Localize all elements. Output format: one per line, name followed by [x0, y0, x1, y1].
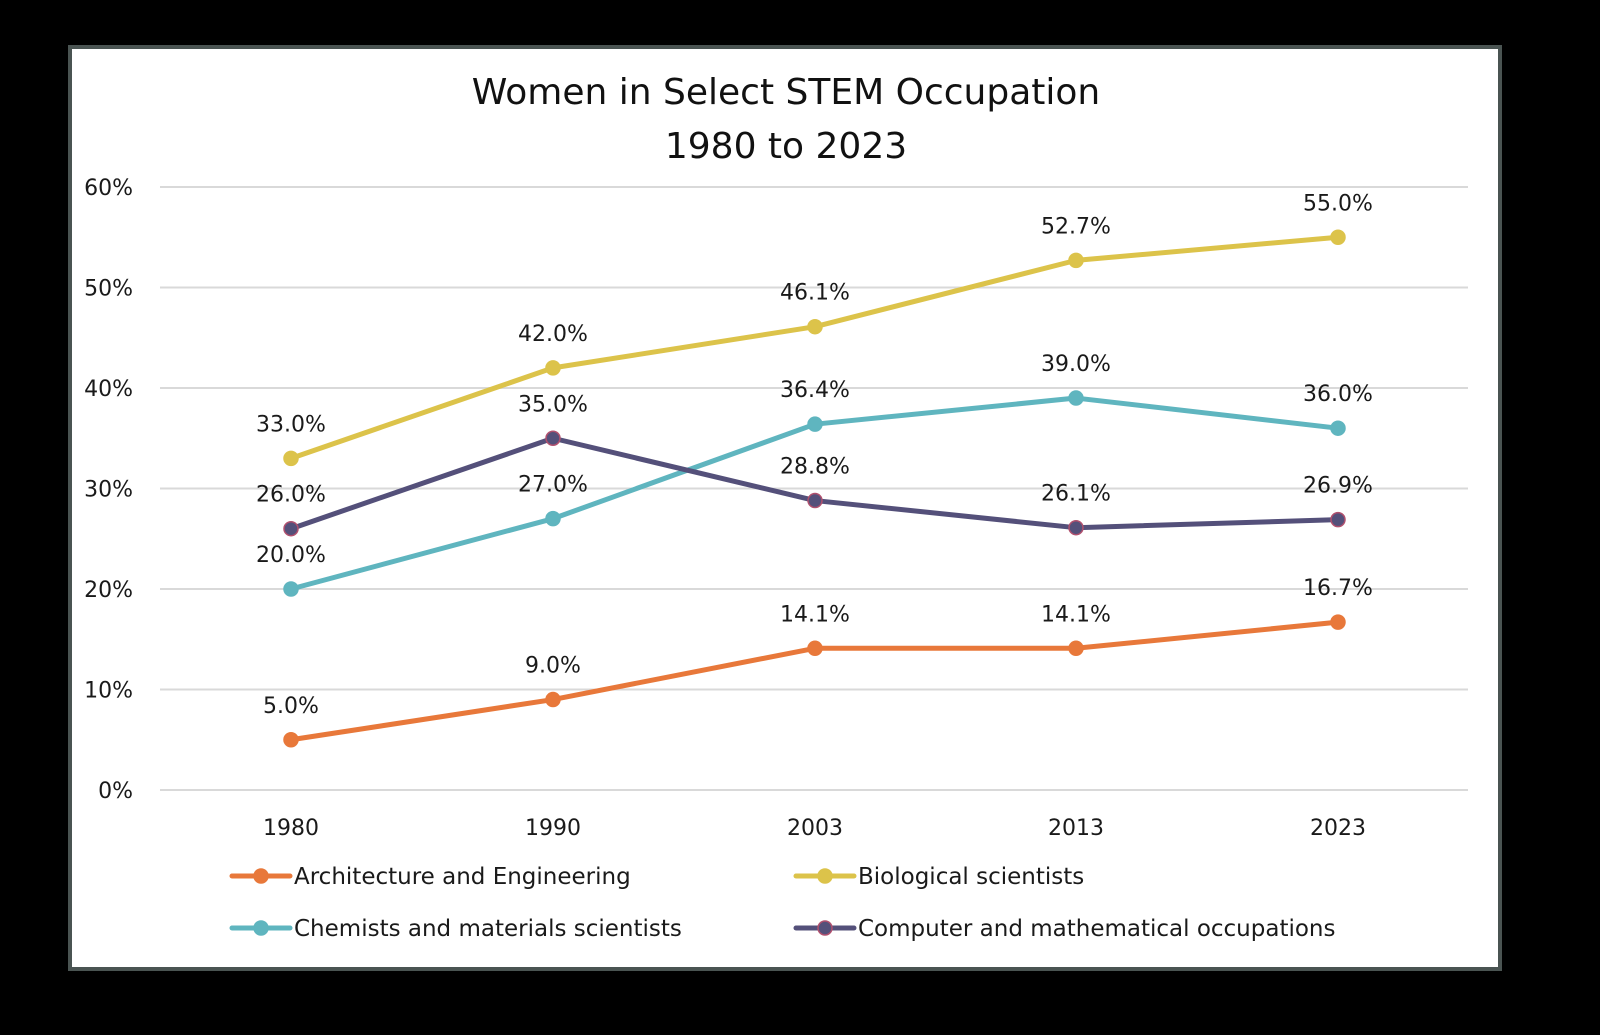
data-label: 39.0%: [1041, 352, 1111, 377]
data-label: 16.7%: [1303, 576, 1373, 601]
data-labels: 5.0% 9.0% 14.1% 14.1% 16.7% 33.0% 42.0% 46.1% 52…: [256, 191, 1373, 719]
x-axis-ticks: 1980 1990 2003 2013 2023: [263, 816, 1366, 841]
data-label: 26.9%: [1303, 474, 1373, 499]
chart-frame: [68, 45, 1502, 971]
data-label: 36.4%: [780, 378, 850, 403]
data-point: [1068, 390, 1084, 406]
legend: Architecture and Engineering Biological s…: [229, 864, 1336, 942]
data-point: [1068, 640, 1084, 657]
x-tick-label: 1980: [263, 816, 319, 841]
data-label: 35.0%: [518, 392, 588, 417]
data-label: 27.0%: [518, 473, 588, 498]
legend-item: Chemists and materials scientists: [229, 916, 682, 942]
x-tick-label: 2023: [1310, 816, 1366, 841]
legend-marker-icon: [253, 868, 269, 884]
data-point: [283, 581, 299, 597]
data-label: 26.0%: [256, 483, 326, 508]
data-label: 52.7%: [1041, 214, 1111, 239]
series-architecture-and-engineering: [283, 614, 1346, 748]
x-tick-label: 2013: [1048, 816, 1104, 841]
data-label: 36.0%: [1303, 382, 1373, 407]
data-label: 14.1%: [780, 602, 850, 627]
legend-item: Biological scientists: [793, 864, 1084, 890]
legend-item: Architecture and Engineering: [229, 864, 631, 890]
series-line: [288, 435, 1341, 532]
data-point: [545, 360, 561, 376]
x-tick-label: 2003: [787, 816, 843, 841]
data-label: 55.0%: [1303, 191, 1373, 216]
data-point: [545, 510, 561, 527]
data-label: 26.1%: [1041, 482, 1111, 507]
series-chemists-and-materials-scientists: [283, 390, 1346, 597]
series-line: [288, 619, 1341, 743]
series-lines: [283, 229, 1346, 748]
legend-marker-icon: [253, 920, 269, 936]
data-label: 5.0%: [263, 694, 319, 719]
data-point: [545, 430, 561, 446]
data-point: [545, 691, 561, 708]
y-tick-label: 50%: [84, 277, 133, 302]
data-label: 42.0%: [518, 322, 588, 347]
chart-title: Women in Select STEM Occupation: [472, 72, 1100, 113]
legend-label: Biological scientists: [858, 864, 1084, 890]
legend-label: Computer and mathematical occupations: [858, 916, 1336, 942]
data-point: [1330, 420, 1346, 436]
data-point: [1068, 519, 1084, 536]
x-tick-label: 1990: [525, 816, 581, 841]
data-point: [1068, 252, 1084, 269]
y-axis-ticks: 0% 10% 20% 30% 40% 50% 60%: [84, 176, 133, 804]
data-point: [283, 450, 299, 467]
data-point: [1330, 511, 1346, 528]
data-point: [807, 492, 823, 509]
data-label: 14.1%: [1041, 602, 1111, 627]
y-tick-label: 60%: [84, 176, 133, 201]
chart-subtitle: 1980 to 2023: [665, 126, 907, 167]
legend-label: Architecture and Engineering: [294, 864, 631, 890]
series-computer-and-mathematical-occupations: [283, 430, 1346, 537]
y-tick-label: 40%: [84, 377, 133, 402]
data-point: [1330, 614, 1346, 630]
data-label: 33.0%: [256, 412, 326, 437]
y-tick-label: 10%: [84, 679, 133, 704]
legend-label: Chemists and materials scientists: [294, 916, 682, 942]
gridlines: [160, 186, 1468, 791]
y-tick-label: 20%: [84, 578, 133, 603]
legend-item: Computer and mathematical occupations: [793, 916, 1336, 942]
data-label: 46.1%: [780, 281, 850, 306]
data-label: 28.8%: [780, 455, 850, 480]
legend-marker-icon: [817, 868, 833, 884]
data-label: 9.0%: [525, 654, 581, 679]
data-label: 20.0%: [256, 543, 326, 568]
data-point: [283, 732, 299, 748]
y-tick-label: 30%: [84, 478, 133, 503]
legend-marker-icon: [817, 920, 833, 936]
data-point: [807, 318, 823, 335]
data-point: [807, 640, 823, 657]
data-point: [807, 416, 823, 432]
y-tick-label: 0%: [98, 779, 133, 804]
data-point: [1330, 229, 1346, 245]
data-point: [283, 520, 299, 537]
series-biological-scientists: [283, 229, 1346, 467]
